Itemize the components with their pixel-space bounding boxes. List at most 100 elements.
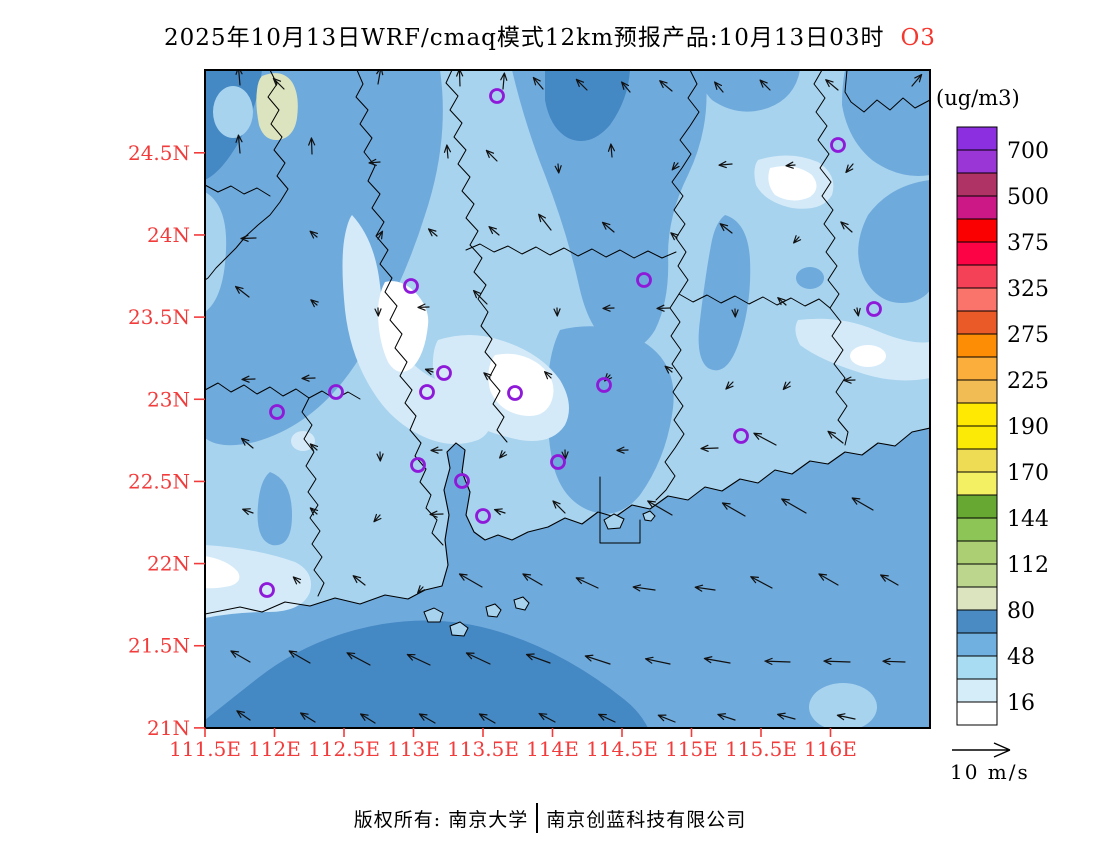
- wind-arrow: [764, 657, 791, 665]
- wind-arrow-shape: [288, 650, 311, 664]
- wind-arrow-shape: [840, 221, 853, 233]
- x-tick-label: 113.5E: [447, 737, 519, 761]
- wind-arrow: [427, 228, 438, 237]
- colorbar-segment: [956, 264, 998, 289]
- wind-arrow: [538, 213, 552, 231]
- wind-arrow: [823, 657, 851, 665]
- wind-arrow-shape: [375, 230, 384, 240]
- wind-arrow: [836, 713, 856, 721]
- contour-medium-rightedge: [858, 180, 930, 304]
- wind-arrow-shape: [352, 575, 366, 586]
- wind-arrow: [632, 584, 656, 592]
- wind-arrow: [309, 230, 318, 239]
- contour-light-hole-topleft: [213, 86, 253, 138]
- station-marker: [269, 404, 285, 420]
- colorbar-label: 112: [1007, 553, 1049, 578]
- wind-arrow-shape: [309, 230, 318, 239]
- wind-arrow: [703, 656, 731, 664]
- wind-arrow-shape: [235, 134, 243, 154]
- wind-arrow-shape: [538, 213, 552, 231]
- wind-arrow: [719, 223, 733, 234]
- wind-arrow-shape: [309, 507, 319, 516]
- boundary-line: [445, 70, 508, 443]
- wind-arrow: [717, 713, 736, 721]
- island: [603, 513, 625, 530]
- boundary-line: [301, 397, 325, 597]
- wind-arrow: [777, 712, 796, 720]
- colorbar-segment: [956, 310, 998, 335]
- wind-arrow-shape: [292, 576, 302, 585]
- colorbar-label: 144: [1007, 507, 1049, 532]
- wind-arrow: [532, 76, 544, 90]
- wind-arrow-shape: [309, 443, 319, 452]
- wind-arrow: [375, 230, 384, 240]
- wind-arrow-shape: [882, 657, 906, 666]
- wind-arrow: [714, 81, 724, 93]
- wind-arrow-shape: [717, 713, 736, 721]
- wind-arrow-shape: [843, 376, 856, 384]
- wind-arrow-shape: [443, 144, 452, 159]
- wind-arrow: [235, 285, 250, 298]
- wind-arrow-shape: [825, 79, 839, 91]
- island: [642, 510, 656, 522]
- wind-arrow-shape: [598, 713, 616, 723]
- wind-arrow-shape: [458, 573, 483, 588]
- contour-medium-small-east: [796, 267, 824, 289]
- wind-arrow: [235, 134, 243, 154]
- coastline: [205, 427, 930, 615]
- wind-arrow-shape: [472, 289, 488, 305]
- wind-arrow: [417, 585, 426, 594]
- wind-arrow: [721, 502, 746, 517]
- wind-arrow-shape: [823, 657, 851, 665]
- wind-arrow-shape: [538, 712, 556, 723]
- wind-arrow-shape: [731, 308, 739, 318]
- colorbar-segment: [956, 701, 998, 726]
- wind-arrow-shape: [750, 576, 773, 589]
- wind-arrow: [657, 714, 676, 723]
- wind-arrow: [561, 449, 569, 460]
- wind-arrow-shape: [374, 307, 382, 317]
- contour-field: [205, 70, 930, 728]
- wind-arrow-shape: [488, 226, 500, 236]
- wind-arrow-shape: [647, 500, 673, 516]
- wind-arrow-shape: [714, 81, 724, 93]
- contour-white-coast-sliver: [205, 556, 240, 589]
- colorbar-segment: [956, 494, 998, 519]
- boundary-line: [813, 70, 849, 446]
- colorbar-label: 375: [1007, 231, 1049, 256]
- station-marker: [328, 384, 344, 400]
- footer-divider: [536, 803, 539, 833]
- station-marker: [454, 473, 470, 489]
- wind-arrow-shape: [230, 650, 251, 663]
- wind-arrow: [272, 77, 285, 90]
- wind-arrow-shape: [601, 221, 615, 233]
- boundary-line: [655, 70, 700, 501]
- wind-arrow-shape: [561, 449, 569, 460]
- colorbar-segment: [956, 609, 998, 634]
- wind-arrow-shape: [602, 304, 615, 312]
- wind-arrow: [483, 372, 492, 381]
- wind-arrow: [346, 652, 371, 666]
- wind-arrow: [575, 78, 588, 91]
- contour-medium-topright: [842, 70, 930, 176]
- wind-arrow-shape: [721, 502, 746, 517]
- wind-arrow-shape: [552, 500, 566, 514]
- wind-arrow-shape: [785, 161, 796, 169]
- wind-arrow-shape: [719, 223, 733, 234]
- wind-arrow: [659, 80, 673, 92]
- colorbar-segment: [956, 195, 998, 220]
- wind-arrow: [241, 375, 256, 383]
- colorbar-label: 170: [1007, 461, 1049, 486]
- boundary-line: [465, 243, 677, 259]
- wind-arrow-shape: [525, 653, 551, 664]
- wind-arrow-shape: [240, 437, 254, 449]
- wind-arrow: [882, 657, 906, 666]
- boundary-line: [678, 293, 831, 309]
- wind-arrow-shape: [656, 304, 671, 312]
- x-tick-label: 112E: [248, 737, 301, 761]
- wind-arrow: [750, 576, 773, 589]
- station-marker: [636, 272, 652, 288]
- colorbar-label: 325: [1007, 277, 1049, 302]
- wind-arrow: [616, 446, 629, 454]
- contour-medium-rightblob: [698, 215, 751, 371]
